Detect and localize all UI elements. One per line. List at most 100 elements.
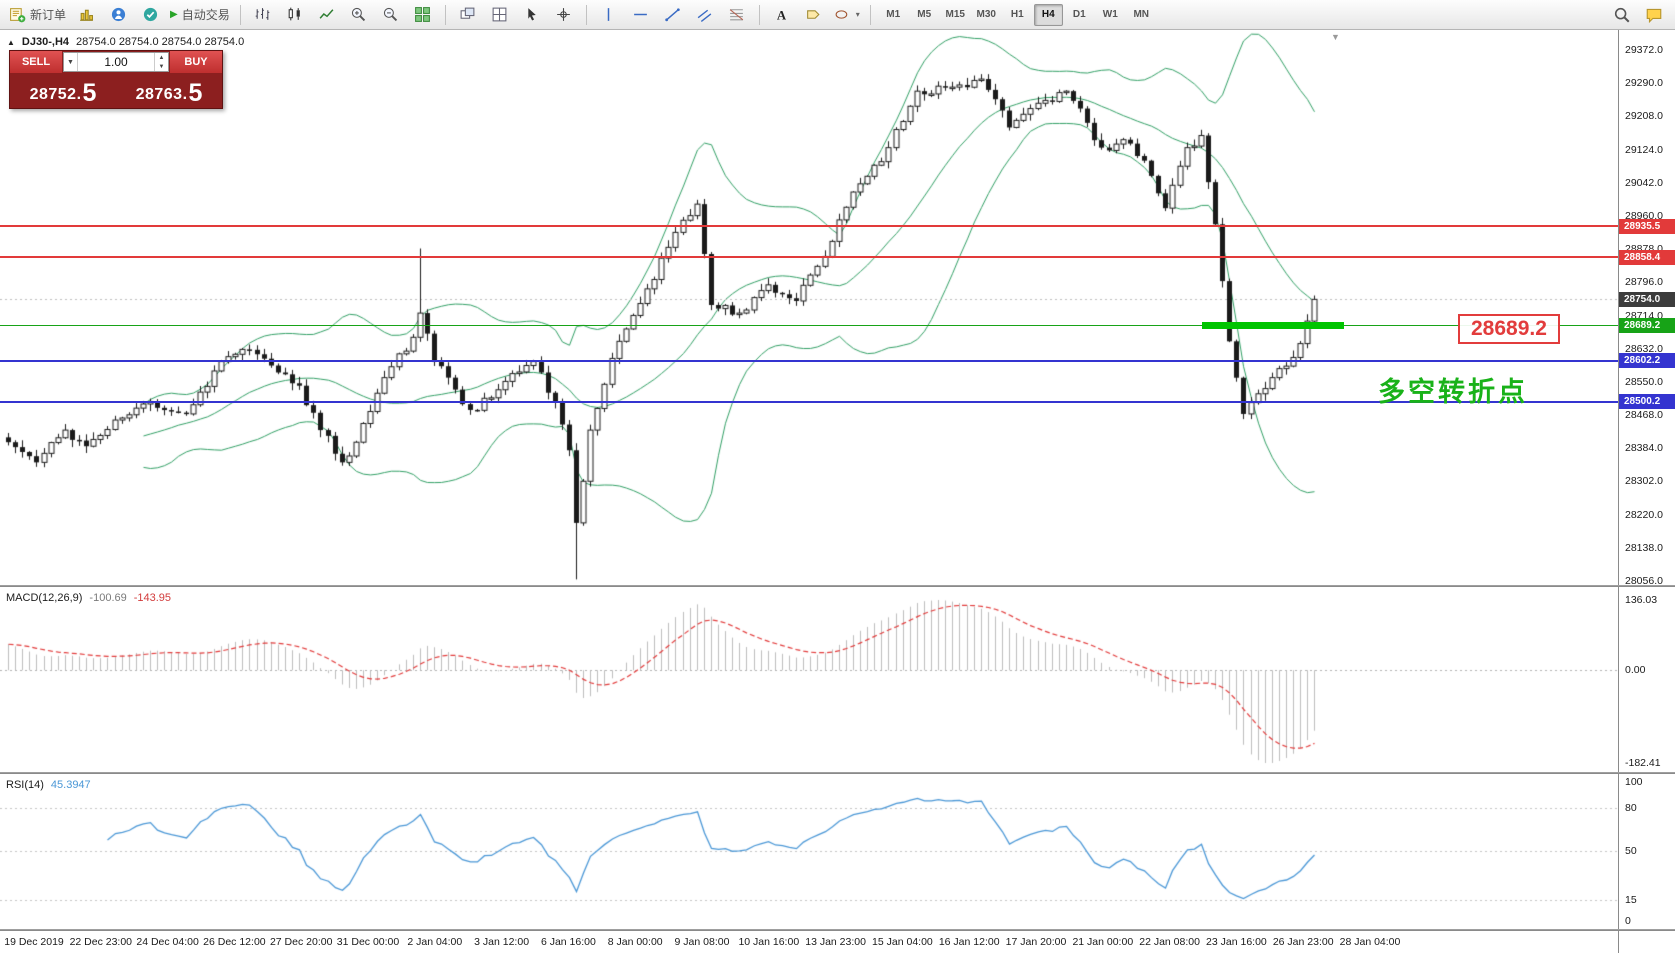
chat-button[interactable] (1639, 3, 1669, 27)
toolbar: 新订单 ▶ 自动交易 (0, 0, 1675, 30)
turning-point-annotation[interactable]: 多空转折点 (1378, 377, 1528, 407)
price-axis-label: 28632.0 (1625, 342, 1663, 355)
volume-value[interactable]: 1.00 (104, 55, 128, 69)
volume-up-icon[interactable]: ▲ (158, 54, 165, 61)
toolbar-separator (869, 4, 871, 25)
horizontal-line-28602.2[interactable] (0, 359, 1618, 362)
volume-dropdown-icon[interactable]: ▼ (64, 53, 78, 71)
time-axis-label: 26 Dec 12:00 (203, 936, 266, 948)
time-axis-label: 28 Jan 04:00 (1339, 936, 1401, 948)
one-click-prices: 28752. 5 28763. 5 (10, 73, 222, 108)
new-order-label: 新订单 (30, 8, 67, 22)
community-button[interactable] (135, 3, 165, 27)
text-label-button[interactable] (799, 3, 829, 27)
trendline-button[interactable] (658, 3, 688, 27)
price-axis-label: 29372.0 (1625, 44, 1663, 56)
cursor-button[interactable] (517, 3, 547, 27)
price-axis-label: 28220.0 (1625, 508, 1663, 521)
zoom-in-icon (352, 7, 366, 22)
volume-stepper[interactable]: ▲ ▼ (154, 53, 168, 71)
text-label-icon (807, 10, 820, 19)
timeframe-m5[interactable]: M5 (917, 9, 932, 20)
new-order-button[interactable]: 新订单 (6, 3, 69, 27)
rsi-axis-label: 0 (1625, 915, 1631, 927)
fibonacci-button[interactable] (722, 3, 752, 27)
timeframe-h1[interactable]: H1 (1010, 9, 1024, 20)
price-axis-label: 29290.0 (1625, 77, 1663, 90)
support-highlight-bar[interactable] (1201, 322, 1344, 329)
tile-windows-button[interactable] (408, 3, 438, 27)
rsi-axis-label: 15 (1625, 893, 1637, 906)
panel-separator[interactable] (0, 772, 1675, 774)
macd-axis-label: 0.00 (1625, 664, 1646, 677)
crosshair-button[interactable] (549, 3, 579, 27)
timeframe-d1[interactable]: D1 (1072, 9, 1086, 20)
zoom-out-button[interactable] (376, 3, 406, 27)
timeframe-h4[interactable]: H4 (1033, 3, 1063, 26)
chart-profiles-icon (79, 9, 93, 21)
price-axis-label: 28302.0 (1625, 475, 1663, 488)
volume-down-icon[interactable]: ▼ (158, 63, 165, 70)
vertical-line-icon (607, 8, 610, 21)
bar-chart-button[interactable] (248, 3, 278, 27)
time-axis-label: 31 Dec 00:00 (336, 936, 400, 948)
timeframe-group: M1 M5 M15 M30 H1 H4 D1 W1 MN (878, 3, 1157, 26)
cascade-windows-button[interactable] (453, 3, 483, 27)
buy-price-big-digit: 5 (188, 78, 203, 107)
cursor-icon (528, 8, 536, 21)
sell-price-main: 28752. (29, 86, 82, 103)
line-chart-button[interactable] (312, 3, 342, 27)
crosshair-icon (557, 8, 571, 21)
timeframe-w1[interactable]: W1 (1102, 9, 1118, 20)
text-tool-button[interactable]: A (767, 3, 797, 27)
toolbar-separator (239, 4, 241, 25)
time-axis-label: 10 Jan 16:00 (738, 936, 800, 948)
auto-trading-button[interactable]: ▶ 自动交易 (167, 3, 233, 27)
vertical-line-button[interactable] (594, 3, 624, 27)
tile-vertical-button[interactable] (485, 3, 515, 27)
price-axis-label: 28138.0 (1625, 541, 1663, 554)
channel-button[interactable] (690, 3, 720, 27)
fibonacci-icon (730, 9, 744, 21)
chat-icon (1646, 8, 1662, 23)
rsi-axis-label: 100 (1625, 776, 1643, 788)
time-axis-label: 22 Dec 23:00 (69, 936, 133, 948)
horizontal-line-28689.2[interactable] (0, 325, 1618, 326)
rsi-name: RSI(14) (6, 779, 44, 791)
panel-separator[interactable] (0, 585, 1675, 587)
sell-button[interactable]: SELL (10, 51, 62, 73)
chart-profiles-button[interactable] (71, 3, 101, 27)
horizontal-line-28858.4[interactable] (0, 256, 1618, 259)
panel-separator[interactable] (0, 929, 1675, 931)
horizontal-line-28500.2[interactable] (0, 400, 1618, 403)
volume-field[interactable]: ▼ 1.00 ▲ ▼ (63, 52, 169, 72)
ohlc-values: 28754.0 28754.0 28754.0 28754.0 (76, 36, 245, 48)
search-button[interactable] (1607, 3, 1637, 27)
time-axis-label: 9 Jan 08:00 (674, 936, 730, 948)
svg-text:A: A (777, 8, 787, 22)
price-annotation-box[interactable]: 28689.2 (1458, 314, 1560, 344)
price-tag-support-upper: 28602.2 (1619, 353, 1675, 369)
chart-shift-marker[interactable]: ▼ (1331, 32, 1340, 42)
time-axis-label: 22 Jan 08:00 (1139, 936, 1200, 948)
timeframe-m30[interactable]: M30 (976, 9, 996, 20)
timeframe-mn[interactable]: MN (1133, 9, 1150, 20)
line-chart-icon (319, 9, 334, 19)
price-tag-pivot-level: 28689.2 (1619, 318, 1675, 333)
candlestick-chart-button[interactable] (280, 3, 310, 27)
market-watch-button[interactable] (103, 3, 133, 27)
price-axis[interactable]: 29372.0 29290.0 29208.0 29124.0 29042.0 28960… (1618, 30, 1675, 953)
horizontal-line-28935.5[interactable] (0, 225, 1618, 228)
time-axis-label: 23 Jan 16:00 (1206, 936, 1267, 948)
shapes-button[interactable]: ▾ (831, 3, 863, 27)
buy-button[interactable]: BUY (170, 51, 222, 73)
timeframe-m15[interactable]: M15 (945, 9, 965, 20)
channel-icon (697, 9, 712, 22)
timeframe-m1[interactable]: M1 (886, 9, 901, 20)
sell-price: 28752. 5 (10, 73, 116, 108)
time-axis[interactable]: 19 Dec 2019 22 Dec 23:00 24 Dec 04:00 26 De… (0, 931, 1618, 953)
zoom-in-button[interactable] (344, 3, 374, 27)
one-click-trading-panel: SELL ▼ 1.00 ▲ ▼ BUY 28752. 5 28763. 5 (9, 50, 223, 109)
horizontal-line-button[interactable] (626, 3, 656, 27)
